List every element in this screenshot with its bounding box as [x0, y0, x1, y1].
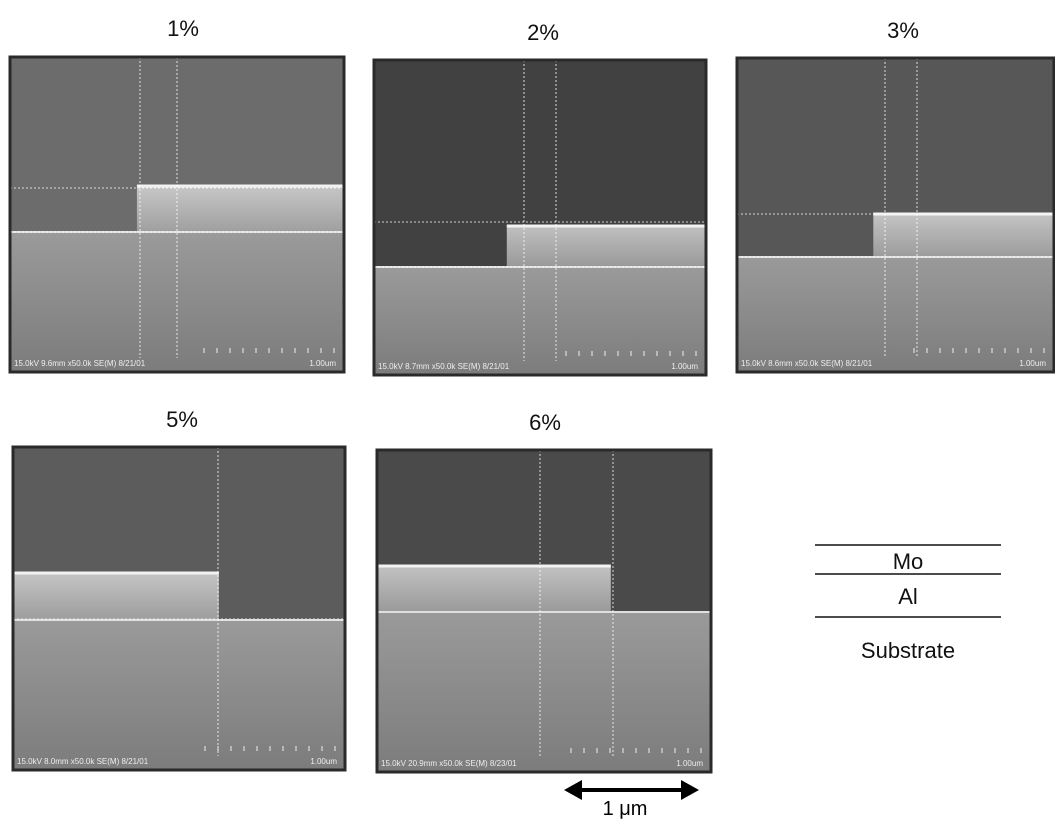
substrate [374, 267, 706, 375]
film [13, 572, 219, 620]
legend-label: Mo [893, 549, 924, 574]
info-bar: 15.0kV 9.6mm x50.0k SE(M) 8/21/01 [14, 359, 146, 368]
film [873, 213, 1054, 257]
sem-panel: 3% 15.0kV 8.6mm x50.0k SE(M) 8/21/01 1.00u… [737, 18, 1054, 372]
sem-panel: 5% 15.0kV 8.0mm x50.0k SE(M) 8/21/01 1.00u… [13, 407, 345, 770]
film [507, 225, 706, 267]
panel-label: 5% [166, 407, 198, 432]
arrow-head [681, 780, 699, 800]
info-bar: 15.0kV 20.9mm x50.0k SE(M) 8/23/01 [381, 759, 517, 768]
panel-label: 3% [887, 18, 919, 43]
figure: Mo Al Substrate 1 μm 1% 15.0kV 9.6mm x50.… [0, 0, 1055, 819]
substrate [377, 612, 711, 772]
sem-panel: 6% 15.0kV 20.9mm x50.0k SE(M) 8/23/01 1.00… [377, 410, 711, 772]
film [137, 185, 344, 232]
legend-label: Al [898, 584, 918, 609]
sem-panel: 1% 15.0kV 9.6mm x50.0k SE(M) 8/21/01 1.00u… [10, 16, 344, 372]
panel-label: 2% [527, 20, 559, 45]
panel-label: 1% [167, 16, 199, 41]
info-bar: 15.0kV 8.6mm x50.0k SE(M) 8/21/01 [741, 359, 873, 368]
scale-label: 1 μm [603, 798, 648, 819]
film [377, 565, 611, 612]
scale-text: 1.00um [310, 757, 337, 766]
scale-text: 1.00um [676, 759, 703, 768]
info-bar: 15.0kV 8.0mm x50.0k SE(M) 8/21/01 [17, 757, 149, 766]
scale-text: 1.00um [309, 359, 336, 368]
legend: Mo Al Substrate [815, 545, 1001, 663]
legend-label: Substrate [861, 638, 955, 663]
scale-text: 1.00um [671, 362, 698, 371]
substrate [737, 257, 1054, 372]
scale-bar: 1 μm [564, 780, 699, 819]
substrate [13, 620, 345, 770]
arrow-head [564, 780, 582, 800]
panel-label: 6% [529, 410, 561, 435]
info-bar: 15.0kV 8.7mm x50.0k SE(M) 8/21/01 [378, 362, 510, 371]
sem-panel: 2% 15.0kV 8.7mm x50.0k SE(M) 8/21/01 1.00u… [374, 20, 706, 375]
scale-text: 1.00um [1019, 359, 1046, 368]
